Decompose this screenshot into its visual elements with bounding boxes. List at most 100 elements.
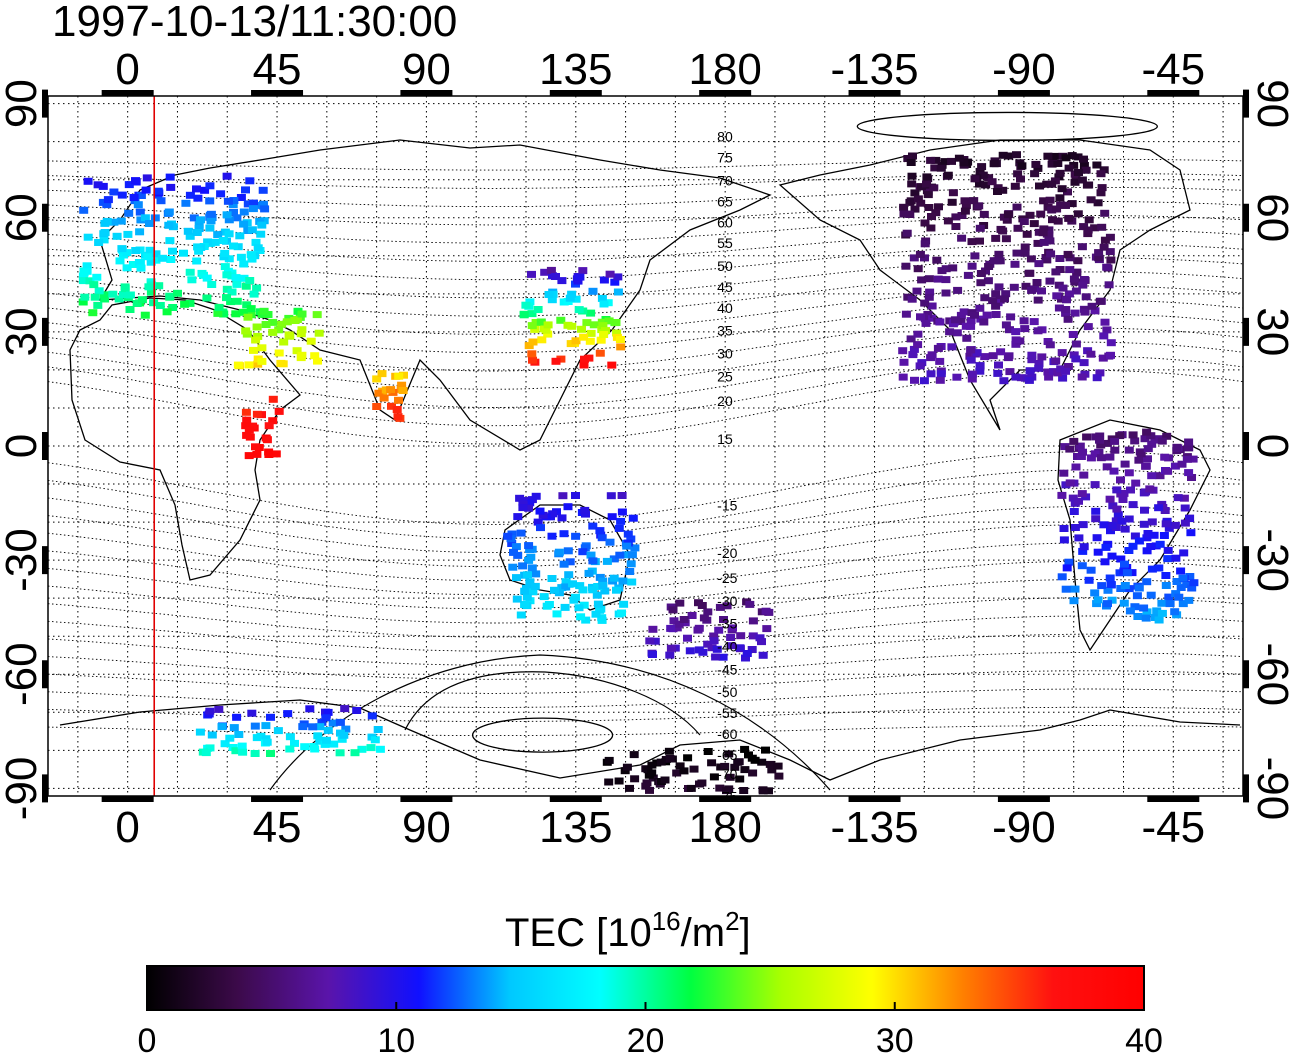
tec-cell <box>229 197 239 204</box>
tec-cell <box>1063 250 1073 258</box>
tec-cell <box>747 646 757 653</box>
tec-cell <box>1092 374 1102 382</box>
y-tick-label-left: 30 <box>0 307 46 356</box>
tec-cell <box>257 357 267 365</box>
y-axis-left: 90 60 30 0 -30 -60 -90 <box>0 79 46 820</box>
tec-cell <box>1042 180 1052 188</box>
tec-cell <box>931 156 941 164</box>
tec-cell <box>1030 170 1040 178</box>
tec-cell <box>925 288 935 296</box>
tec-cell <box>1081 166 1091 174</box>
tec-cell <box>917 276 927 284</box>
tec-cell <box>998 186 1008 194</box>
tec-cell <box>1034 364 1044 372</box>
tec-cell <box>1086 196 1096 204</box>
tec-cell <box>512 574 521 582</box>
tec-cell <box>264 448 274 456</box>
tec-cell <box>537 336 547 344</box>
x-tick-label-bottom: 180 <box>688 803 761 852</box>
tec-cell <box>758 651 768 659</box>
tec-cell <box>1010 182 1020 190</box>
tec-cell <box>924 204 934 211</box>
tec-cell <box>146 288 156 296</box>
tec-cell <box>931 209 941 217</box>
tec-cell <box>697 779 707 787</box>
tec-cell <box>509 548 518 556</box>
tec-cell <box>1063 315 1073 323</box>
tec-cell <box>1093 548 1103 556</box>
tec-cell <box>123 230 133 238</box>
tec-cell <box>1057 185 1067 193</box>
tec-cell <box>919 377 929 385</box>
tec-cell <box>740 745 750 753</box>
tec-cell <box>1189 579 1199 587</box>
tec-cell <box>1105 248 1115 256</box>
tec-cell <box>1063 363 1073 370</box>
tec-cell <box>508 563 518 571</box>
tec-cell <box>1101 543 1111 551</box>
tec-cell <box>1058 374 1068 382</box>
tec-cell <box>516 529 526 537</box>
tec-cell <box>943 171 953 179</box>
tec-cell <box>1045 237 1055 245</box>
tec-cell <box>236 253 246 261</box>
tec-cell <box>719 616 728 623</box>
magnetic-contour <box>48 524 1243 582</box>
tec-cell <box>1134 584 1144 592</box>
tec-cell <box>1130 437 1140 445</box>
tec-cell <box>941 276 951 284</box>
tec-cell <box>1109 467 1119 475</box>
tec-cell <box>597 614 607 622</box>
tec-cell <box>518 504 528 512</box>
tec-cell <box>297 326 307 334</box>
tec-cell <box>1143 530 1153 537</box>
tec-cell <box>117 191 127 199</box>
tec-cell <box>1059 525 1069 532</box>
tec-cell <box>715 603 725 611</box>
tec-cell <box>926 156 936 164</box>
tec-cell <box>1092 534 1102 542</box>
tec-cell <box>1086 454 1096 462</box>
tec-cell <box>1187 584 1197 592</box>
tec-cell <box>1041 254 1051 261</box>
tec-cell <box>913 265 923 273</box>
tec-cell <box>224 255 234 263</box>
tec-cell <box>1077 243 1087 251</box>
tec-cell <box>246 251 256 259</box>
tec-cell <box>1078 547 1088 555</box>
tec-cell <box>222 294 231 302</box>
tec-cell <box>1154 504 1164 512</box>
tec-cell <box>165 173 175 181</box>
tec-cell <box>745 600 755 608</box>
frame-bar-top <box>848 90 901 96</box>
tec-cell <box>665 651 675 659</box>
tec-cell <box>227 288 237 296</box>
tec-cell <box>521 301 531 309</box>
tec-cell <box>952 373 962 381</box>
tec-cell <box>322 736 331 744</box>
tec-cell <box>1170 462 1180 470</box>
tec-cell <box>1161 520 1171 528</box>
x-tick-label-top: 90 <box>402 45 451 94</box>
tec-cell <box>547 296 557 304</box>
tec-cell <box>977 163 987 171</box>
tec-cell <box>660 776 670 784</box>
tec-cell <box>666 644 676 652</box>
tec-cell <box>252 410 262 418</box>
magnetic-contour <box>48 670 1243 694</box>
tec-cell <box>1061 585 1071 593</box>
tec-cell <box>1074 497 1083 505</box>
y-tick-label-left: -30 <box>0 528 46 592</box>
tec-cell <box>581 510 590 518</box>
magnetic-latitude-label: -55 <box>717 705 737 721</box>
tec-cell <box>1176 584 1186 591</box>
tec-cell <box>1107 596 1117 604</box>
tec-cell <box>647 761 657 769</box>
tec-cell <box>975 237 984 245</box>
tec-cell <box>1131 479 1141 487</box>
tec-cell <box>222 285 232 293</box>
tec-cell <box>530 325 540 333</box>
tec-cell <box>703 748 713 755</box>
tec-cell <box>569 596 579 604</box>
tec-cell <box>774 772 784 780</box>
